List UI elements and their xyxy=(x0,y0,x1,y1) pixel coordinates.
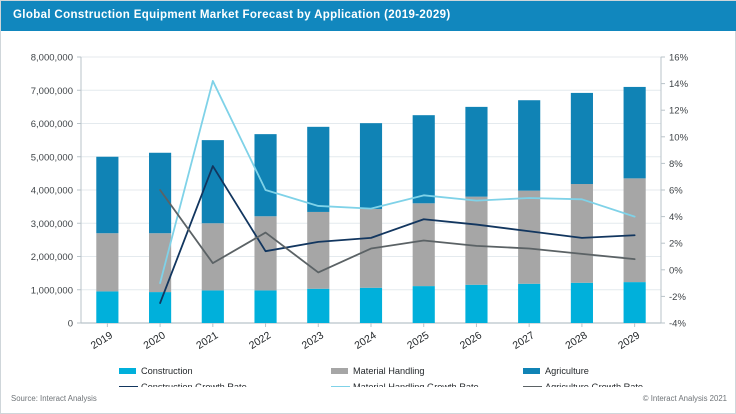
legend-label: Agriculture xyxy=(545,366,589,376)
bar-segment xyxy=(570,282,593,323)
y-axis-tick-label-left: 5,000,000 xyxy=(31,152,73,163)
bar-segment xyxy=(518,100,541,191)
y-axis-tick-label-left: 8,000,000 xyxy=(31,53,73,64)
bar-segment xyxy=(254,134,277,217)
y-axis-tick-label-right: 0% xyxy=(669,265,683,276)
bar-segment xyxy=(359,287,383,323)
bar-segment xyxy=(96,156,119,234)
y-axis-tick-label-right: 6% xyxy=(669,186,683,197)
bar-segment xyxy=(518,190,541,284)
x-axis-tick-label: 2024 xyxy=(352,329,378,352)
x-axis-tick-label: 2023 xyxy=(300,329,326,352)
chart-footer: Source: Interact Analysis © Interact Ana… xyxy=(1,389,736,414)
y-axis-tick-label-right: -2% xyxy=(669,292,686,303)
legend-swatch xyxy=(331,368,348,374)
bar-segment xyxy=(570,92,593,185)
bar-segment xyxy=(149,152,172,234)
bar-segment xyxy=(254,216,277,291)
bar-segment xyxy=(96,233,119,292)
y-axis-tick-label-left: 1,000,000 xyxy=(31,285,73,296)
bar-segment xyxy=(623,282,646,323)
chart-title-bar: Global Construction Equipment Market For… xyxy=(1,1,736,31)
y-axis-tick-label-right: 10% xyxy=(669,132,689,143)
bar-segment xyxy=(254,290,277,323)
page-title: Global Construction Equipment Market For… xyxy=(13,9,451,21)
x-axis-tick-label: 2019 xyxy=(89,329,115,352)
bar-segment xyxy=(201,140,224,224)
copyright-note: © Interact Analysis 2021 xyxy=(642,394,727,403)
y-axis-tick-label-left: 6,000,000 xyxy=(31,119,73,130)
bar-segment xyxy=(307,126,330,212)
y-axis-tick-label-left: 3,000,000 xyxy=(31,219,73,230)
bar-segment xyxy=(307,288,330,323)
x-axis-tick-label: 2029 xyxy=(616,329,642,352)
bar-segment xyxy=(149,233,172,293)
bar-segment xyxy=(465,106,488,197)
y-axis-tick-label-left: 4,000,000 xyxy=(31,186,73,197)
bar-segment xyxy=(307,211,330,289)
y-axis-tick-label-right: 12% xyxy=(669,106,689,117)
bar-segment xyxy=(201,223,224,291)
line-series xyxy=(159,80,636,285)
bar-segment xyxy=(412,115,435,204)
x-axis-tick-label: 2022 xyxy=(247,329,273,352)
y-axis-tick-label-left: 0 xyxy=(68,319,73,330)
bar-segment xyxy=(623,86,646,179)
bar-segment xyxy=(412,286,435,323)
y-axis-tick-label-right: 16% xyxy=(669,53,689,64)
x-axis-tick-label: 2025 xyxy=(405,329,431,352)
bar-segment xyxy=(570,184,593,283)
legend-label: Agriculture Growth Rate xyxy=(545,382,643,387)
x-axis-tick-label: 2028 xyxy=(563,329,589,352)
bar-segment xyxy=(518,283,541,323)
y-axis-tick-label-left: 7,000,000 xyxy=(31,86,73,97)
chart-svg: 0 1,000,000 2,000,000 3,000,000 4,000,000 5,0… xyxy=(31,53,689,387)
x-axis-tick-label: 2021 xyxy=(194,329,220,352)
bar-segment xyxy=(96,291,119,323)
y-axis-tick-label-right: -4% xyxy=(669,319,686,330)
legend-label: Construction xyxy=(141,366,193,376)
y-axis-tick-label-right: 14% xyxy=(669,79,689,90)
line-series xyxy=(159,165,636,304)
x-axis-tick-label: 2020 xyxy=(142,329,168,352)
bar-segment xyxy=(412,203,435,287)
bar-segment xyxy=(149,292,172,323)
source-note: Source: Interact Analysis xyxy=(11,394,97,403)
bar-segment xyxy=(201,290,224,323)
bar-segment xyxy=(623,178,646,283)
x-axis-tick-label: 2027 xyxy=(511,329,537,352)
bar-segment xyxy=(465,284,488,323)
legend-label: Material Handling Growth Rate xyxy=(353,382,479,387)
legend-label: Material Handling xyxy=(353,366,425,376)
bar-segment xyxy=(359,123,383,209)
y-axis-tick-label-right: 2% xyxy=(669,239,683,250)
x-axis-tick-label: 2026 xyxy=(458,329,484,352)
y-axis-tick-label-right: 4% xyxy=(669,212,683,223)
bar-segment xyxy=(465,196,488,285)
legend-swatch xyxy=(119,368,136,374)
legend-swatch xyxy=(523,368,540,374)
chart-plot-area: 0 1,000,000 2,000,000 3,000,000 4,000,000 5,0… xyxy=(1,32,736,387)
line-series xyxy=(159,189,636,274)
y-axis-tick-label-left: 2,000,000 xyxy=(31,252,73,263)
legend-label: Construction Growth Rate xyxy=(141,382,247,387)
y-axis-tick-label-right: 8% xyxy=(669,159,683,170)
